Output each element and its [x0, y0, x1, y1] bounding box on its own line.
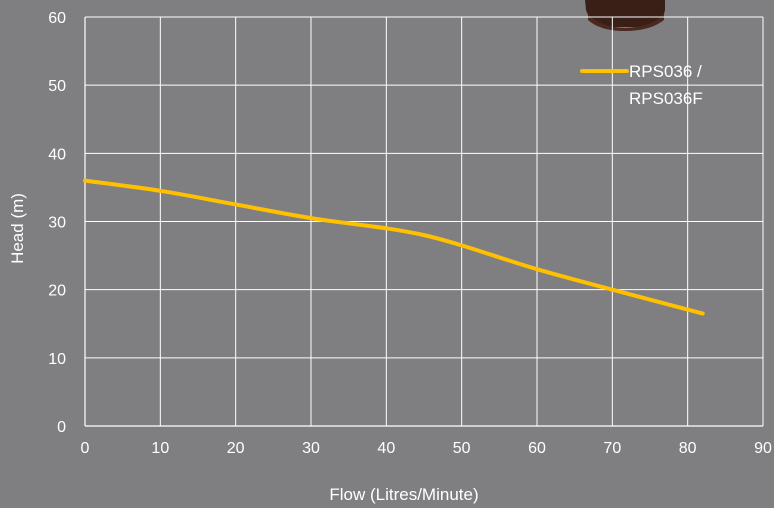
- y-tick-labels: 0 10 20 30 40 50 60: [48, 10, 66, 436]
- x-tick-label-90: 90: [754, 440, 772, 457]
- x-tick-label-0: 0: [81, 440, 90, 457]
- grid: [85, 16, 764, 426]
- y-tick-label-30: 30: [48, 215, 66, 232]
- y-tick-label-0: 0: [57, 419, 66, 436]
- series-lines: [83, 178, 705, 316]
- x-tick-label-60: 60: [528, 440, 546, 457]
- legend-label-line-1: RPS036 /: [629, 62, 702, 81]
- x-tick-label-80: 80: [679, 440, 697, 457]
- y-tick-label-50: 50: [48, 78, 66, 95]
- x-tick-label-20: 20: [227, 440, 245, 457]
- y-tick-label-60: 60: [48, 10, 66, 27]
- y-tick-label-10: 10: [48, 351, 66, 368]
- pump-image: [585, 0, 665, 31]
- y-tick-label-20: 20: [48, 283, 66, 300]
- legend-label-line-2: RPS036F: [629, 89, 703, 108]
- x-tick-label-70: 70: [603, 440, 621, 457]
- x-tick-label-10: 10: [151, 440, 169, 457]
- x-tick-label-40: 40: [377, 440, 395, 457]
- legend: RPS036 / RPS036F: [580, 62, 703, 108]
- y-axis-label: Head (m): [8, 193, 27, 264]
- x-tick-labels: 0 10 20 30 40 50 60 70 80 90: [81, 440, 772, 457]
- axes: [84, 17, 763, 427]
- x-axis-label: Flow (Litres/Minute): [329, 485, 478, 504]
- x-tick-label-30: 30: [302, 440, 320, 457]
- y-tick-label-40: 40: [48, 146, 66, 163]
- x-tick-label-50: 50: [453, 440, 471, 457]
- series-line-0: [83, 178, 705, 316]
